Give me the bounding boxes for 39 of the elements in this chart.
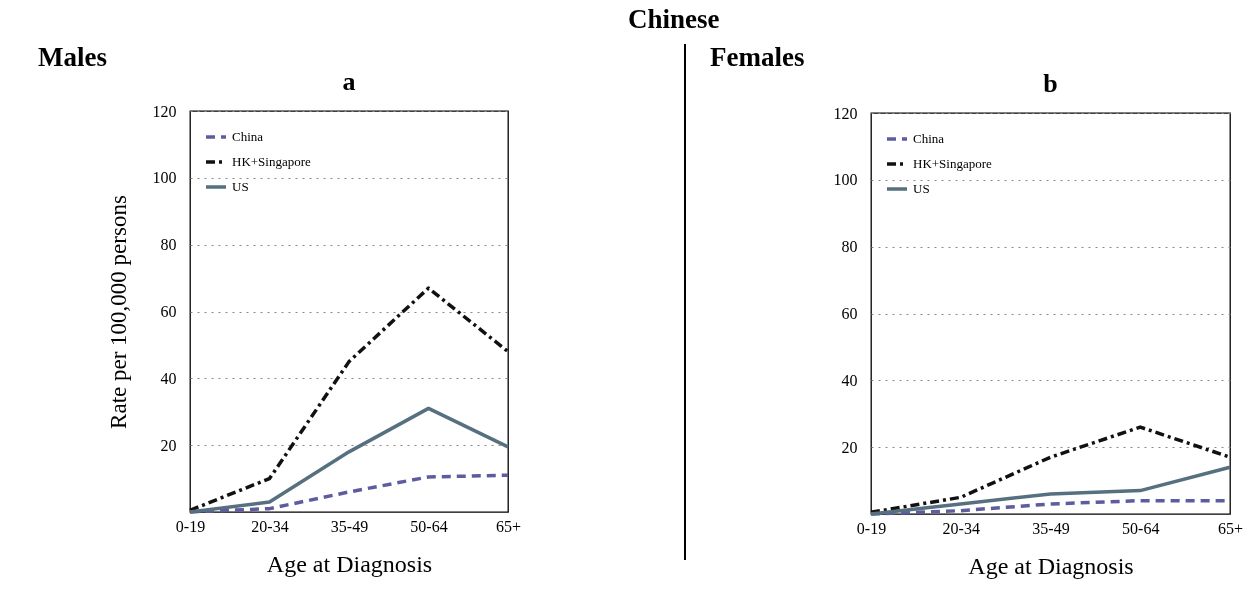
- line-series: [188, 286, 510, 513]
- y-tick-label: 40: [160, 369, 177, 387]
- line-series: [188, 406, 510, 514]
- x-tick-label: 35-49: [330, 517, 369, 535]
- y-tick-label: 100: [833, 171, 858, 189]
- y-tick-label: 80: [841, 238, 858, 256]
- chart-title: a: [342, 67, 356, 96]
- y-tick-label: 80: [160, 236, 177, 254]
- x-tick-label: 0-19: [175, 517, 206, 535]
- y-tick-label: 20: [841, 438, 858, 456]
- y-tick-label: 120: [833, 104, 858, 122]
- text: Males: [38, 42, 107, 73]
- x-tick-label: 65+: [495, 517, 522, 535]
- x-axis-title: Age at Diagnosis: [968, 552, 1134, 579]
- legend-label: China: [232, 129, 264, 144]
- y-tick-label: 100: [152, 169, 177, 187]
- x-tick-label: 35-49: [1032, 519, 1070, 537]
- legend-label: HK+Singapore: [913, 156, 993, 171]
- y-tick-label: 120: [152, 102, 177, 120]
- y-tick-label: 20: [160, 436, 177, 454]
- legend-label: US: [913, 181, 930, 196]
- x-tick-label: 20-34: [251, 517, 289, 535]
- chart-title: b: [1043, 69, 1058, 98]
- line-series: [869, 465, 1232, 516]
- x-axis-title: Age at Diagnosis: [266, 550, 433, 577]
- x-tick-label: 50-64: [1122, 519, 1160, 537]
- x-tick-label: 50-64: [410, 517, 448, 535]
- text: Females: [710, 42, 805, 73]
- x-tick-label: 65+: [1217, 519, 1244, 537]
- x-tick-label: 0-19: [856, 519, 887, 537]
- y-tick-label: 40: [841, 371, 858, 389]
- legend-label: US: [232, 179, 249, 194]
- y-tick-label: 60: [841, 305, 858, 322]
- y-axis-title: Rate per 100,000 persons: [105, 195, 131, 429]
- legend-label: China: [913, 131, 945, 146]
- x-tick-label: 20-34: [942, 519, 980, 537]
- y-tick-label: 60: [160, 303, 177, 320]
- legend-label: HK+Singapore: [232, 154, 312, 169]
- text: Chinese: [628, 4, 720, 35]
